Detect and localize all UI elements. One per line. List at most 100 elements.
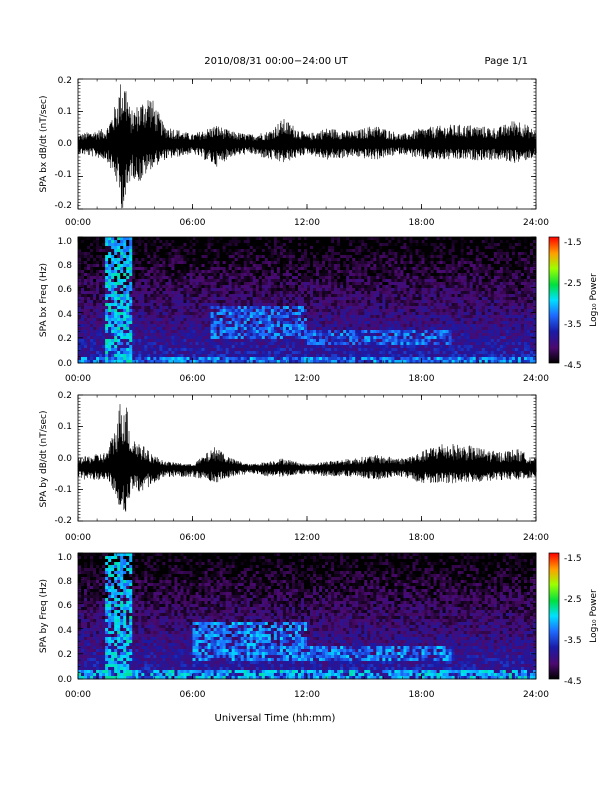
heatmap-cell (232, 306, 235, 309)
heatmap-cell (331, 336, 334, 339)
heatmap-cell (229, 336, 232, 339)
heatmap-cell (376, 321, 379, 324)
heatmap-cell (126, 288, 129, 291)
heatmap-cell (352, 318, 355, 321)
heatmap-cell (220, 237, 223, 240)
heatmap-cell (310, 354, 313, 357)
ytick-label: -0.1 (54, 170, 72, 180)
heatmap-cell (283, 294, 286, 297)
heatmap-cell (223, 237, 226, 240)
heatmap-cell (205, 324, 208, 327)
heatmap-cell (171, 300, 174, 303)
heatmap-cell (159, 294, 162, 297)
heatmap-cell (403, 303, 406, 306)
heatmap-cell (409, 273, 412, 276)
heatmap-cell (84, 255, 87, 258)
heatmap-cell (343, 249, 346, 252)
heatmap-cell (208, 297, 211, 300)
heatmap-cell (289, 276, 292, 279)
heatmap-cell (108, 315, 111, 318)
heatmap-cell (144, 291, 147, 294)
heatmap-cell (165, 339, 168, 342)
heatmap-cell (129, 333, 132, 336)
heatmap-cell (340, 315, 343, 318)
heatmap-cell (319, 351, 322, 354)
heatmap-cell (373, 315, 376, 318)
heatmap-cell (229, 318, 232, 321)
heatmap-cell (235, 291, 238, 294)
heatmap-cell (117, 300, 120, 303)
heatmap-cell (412, 318, 415, 321)
heatmap-cell (202, 270, 205, 273)
heatmap-cell (292, 276, 295, 279)
heatmap-cell (322, 330, 325, 333)
heatmap-cell (135, 276, 138, 279)
heatmap-cell (105, 273, 108, 276)
heatmap-cell (271, 354, 274, 357)
heatmap-cell (247, 276, 250, 279)
heatmap-cell (265, 246, 268, 249)
heatmap-cell (397, 321, 400, 324)
heatmap-cell (283, 276, 286, 279)
heatmap-cell (418, 249, 421, 252)
heatmap-cell (316, 270, 319, 273)
heatmap-cell (126, 297, 129, 300)
heatmap-cell (361, 354, 364, 357)
heatmap-cell (159, 261, 162, 264)
heatmap-cell (126, 357, 129, 360)
heatmap-cell (147, 255, 150, 258)
heatmap-cell (313, 309, 316, 312)
heatmap-cell (274, 321, 277, 324)
heatmap-cell (78, 342, 81, 345)
heatmap-cell (346, 246, 349, 249)
heatmap-cell (262, 318, 265, 321)
heatmap-cell (105, 300, 108, 303)
heatmap-cell (135, 303, 138, 306)
heatmap-cell (295, 339, 298, 342)
heatmap-cell (250, 327, 253, 330)
xtick-label: 18:00 (409, 218, 435, 228)
heatmap-cell (87, 288, 90, 291)
heatmap-cell (84, 351, 87, 354)
heatmap-cell (141, 315, 144, 318)
heatmap-cell (214, 306, 217, 309)
heatmap-cell (189, 300, 192, 303)
heatmap-cell (316, 237, 319, 240)
heatmap-cell (168, 303, 171, 306)
heatmap-cell (259, 339, 262, 342)
heatmap-cell (226, 324, 229, 327)
heatmap-cell (256, 309, 259, 312)
heatmap-cell (388, 318, 391, 321)
heatmap-cell (337, 243, 340, 246)
heatmap-cell (298, 345, 301, 348)
heatmap-cell (370, 285, 373, 288)
heatmap-cell (406, 243, 409, 246)
heatmap-cell (180, 300, 183, 303)
heatmap-cell (217, 345, 220, 348)
heatmap-cell (373, 327, 376, 330)
heatmap-cell (235, 273, 238, 276)
heatmap-cell (394, 318, 397, 321)
heatmap-cell (177, 240, 180, 243)
heatmap-cell (165, 273, 168, 276)
heatmap-cell (355, 237, 358, 240)
heatmap-cell (96, 309, 99, 312)
heatmap-cell (280, 240, 283, 243)
heatmap-cell (343, 345, 346, 348)
heatmap-cell (247, 294, 250, 297)
heatmap-cell (295, 333, 298, 336)
heatmap-cell (241, 285, 244, 288)
heatmap-cell (382, 276, 385, 279)
heatmap-cell (388, 333, 391, 336)
heatmap-cell (370, 243, 373, 246)
heatmap-cell (223, 330, 226, 333)
heatmap-cell (174, 279, 177, 282)
heatmap-cell (277, 315, 280, 318)
heatmap-cell (307, 282, 310, 285)
heatmap-cell (280, 273, 283, 276)
heatmap-cell (193, 264, 196, 267)
heatmap-cell (217, 273, 220, 276)
heatmap-cell (277, 273, 280, 276)
heatmap-cell (168, 345, 171, 348)
heatmap-cell (156, 306, 159, 309)
